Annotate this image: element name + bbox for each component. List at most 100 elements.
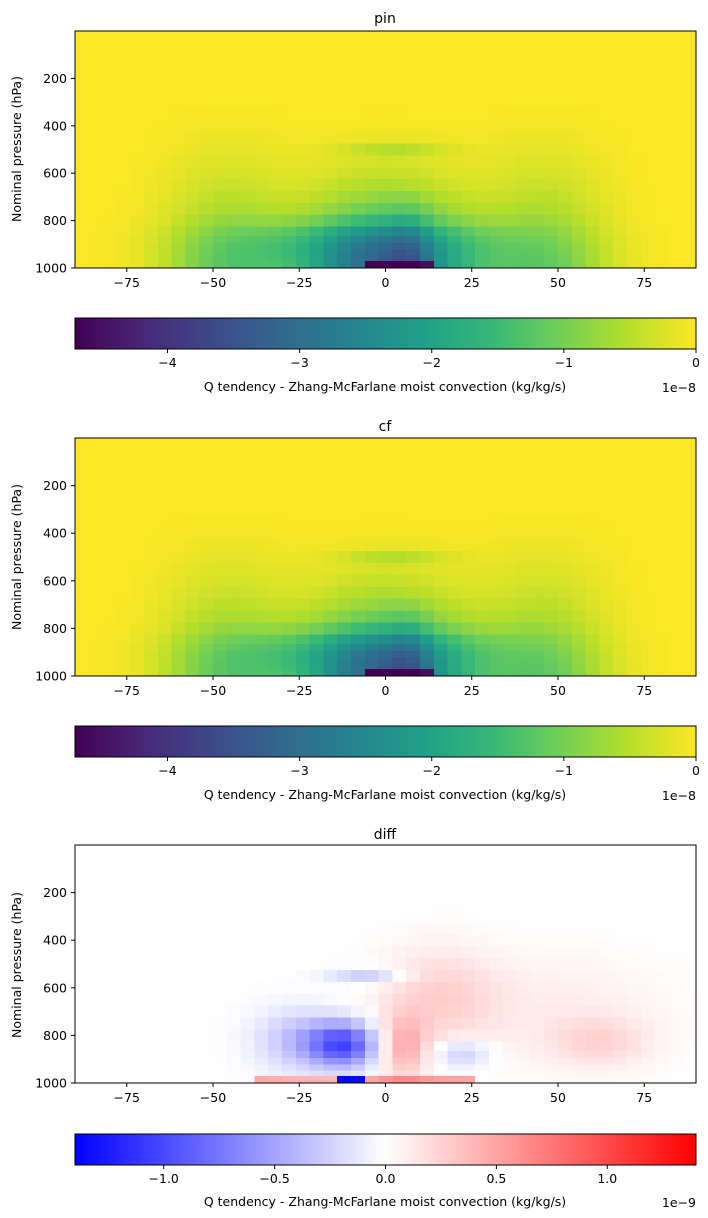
heatmap-cell xyxy=(268,886,284,900)
heatmap-cell xyxy=(254,1070,270,1077)
heatmap-cell xyxy=(447,444,463,452)
heatmap-cell xyxy=(268,243,284,251)
heatmap-cell xyxy=(489,922,505,935)
heatmap-cell xyxy=(378,61,394,73)
heatmap-cell xyxy=(475,438,491,446)
heatmap-cell xyxy=(75,468,91,481)
heatmap-cell xyxy=(420,1029,436,1042)
heatmap-cell xyxy=(240,866,256,877)
heatmap-cell xyxy=(309,993,325,1007)
heatmap-cell xyxy=(102,866,118,877)
heatmap-cell xyxy=(530,1070,546,1077)
heatmap-cell xyxy=(599,910,615,923)
heatmap-cell xyxy=(585,574,601,588)
heatmap-cell xyxy=(406,586,422,600)
heatmap-cell xyxy=(502,1005,518,1019)
heatmap-cell xyxy=(144,586,160,600)
heatmap-cell xyxy=(461,451,477,460)
heatmap-cell xyxy=(433,958,449,971)
heatmap-cell xyxy=(309,44,325,53)
heatmap-cell xyxy=(309,527,325,540)
heatmap-cell xyxy=(309,886,325,900)
heatmap-cell xyxy=(213,72,229,85)
heatmap-cell xyxy=(544,44,560,53)
heatmap-cell xyxy=(268,72,284,85)
heatmap-cell xyxy=(392,1058,408,1066)
heatmap-cell xyxy=(558,1005,574,1019)
heatmap-cell xyxy=(116,866,132,877)
heatmap-cell xyxy=(75,663,91,670)
heatmap-cell xyxy=(475,610,491,623)
heatmap-cell xyxy=(364,657,380,664)
heatmap-cell xyxy=(282,898,298,911)
heatmap-cell xyxy=(351,1075,367,1081)
heatmap-cell xyxy=(351,858,367,867)
heatmap-cell xyxy=(378,451,394,460)
heatmap-cell xyxy=(364,866,380,877)
heatmap-cell xyxy=(420,851,436,859)
heatmap-cell xyxy=(323,155,339,168)
heatmap-cell xyxy=(668,551,684,564)
heatmap-cell xyxy=(199,37,215,45)
heatmap-cell xyxy=(364,586,380,600)
colorbar-label: Q tendency - Zhang-McFarlane moist conve… xyxy=(204,379,566,394)
heatmap-cell xyxy=(116,1041,132,1052)
heatmap-cell xyxy=(461,515,477,528)
heatmap-cell xyxy=(378,898,394,911)
heatmap-cell xyxy=(199,72,215,85)
heatmap-cell xyxy=(585,946,601,959)
heatmap-cell xyxy=(613,586,629,600)
heatmap-cell xyxy=(102,72,118,85)
heatmap-cell xyxy=(585,634,601,645)
heatmap-cell xyxy=(144,444,160,452)
heatmap-cell xyxy=(489,143,505,156)
heatmap-cell xyxy=(461,551,477,564)
heatmap-cell xyxy=(406,190,422,204)
heatmap-cell xyxy=(144,551,160,564)
heatmap-cell xyxy=(475,586,491,600)
heatmap-cell xyxy=(682,190,696,204)
heatmap-cell xyxy=(544,52,560,63)
heatmap-cell xyxy=(102,84,118,97)
heatmap-cell xyxy=(213,1050,229,1059)
heatmap-cell xyxy=(364,668,380,674)
heatmap-cell xyxy=(433,1017,449,1030)
heatmap-cell xyxy=(378,657,394,664)
heatmap-cell xyxy=(599,72,615,85)
heatmap-cell xyxy=(144,167,160,180)
heatmap-cell xyxy=(613,459,629,470)
heatmap-cell xyxy=(640,598,656,612)
heatmap-cell xyxy=(157,167,173,180)
heatmap-cell xyxy=(130,459,146,470)
heatmap-cell xyxy=(516,934,532,947)
heatmap-cell xyxy=(461,598,477,612)
heatmap-cell xyxy=(254,1005,270,1019)
heatmap-cell xyxy=(585,1017,601,1030)
heatmap-cell xyxy=(571,44,587,53)
heatmap-cell xyxy=(544,1050,560,1059)
heatmap-cell xyxy=(226,167,242,180)
heatmap-cell xyxy=(351,866,367,877)
heatmap-cell xyxy=(88,214,104,227)
heatmap-cell xyxy=(433,214,449,227)
heatmap-cell xyxy=(240,1041,256,1052)
heatmap-cell xyxy=(75,243,91,251)
heatmap-cell xyxy=(378,663,394,670)
heatmap-cell xyxy=(282,673,298,676)
heatmap-cell xyxy=(88,562,104,576)
heatmap-cell xyxy=(157,1075,173,1081)
x-axis: −75 −50 −25 0 25 50 75 xyxy=(114,1083,652,1105)
heatmap-cell xyxy=(544,84,560,97)
heatmap-cell xyxy=(282,96,298,109)
heatmap-cell xyxy=(461,657,477,664)
heatmap-cell xyxy=(461,438,477,446)
heatmap-cell xyxy=(130,958,146,971)
heatmap-cell xyxy=(627,551,643,564)
heatmap-cell xyxy=(240,468,256,481)
heatmap-cell xyxy=(502,61,518,73)
heatmap-cell xyxy=(682,845,696,853)
heatmap-cell xyxy=(88,1075,104,1081)
heatmap-cell xyxy=(282,886,298,900)
heatmap-cell xyxy=(516,958,532,971)
heatmap-cell xyxy=(199,202,215,216)
